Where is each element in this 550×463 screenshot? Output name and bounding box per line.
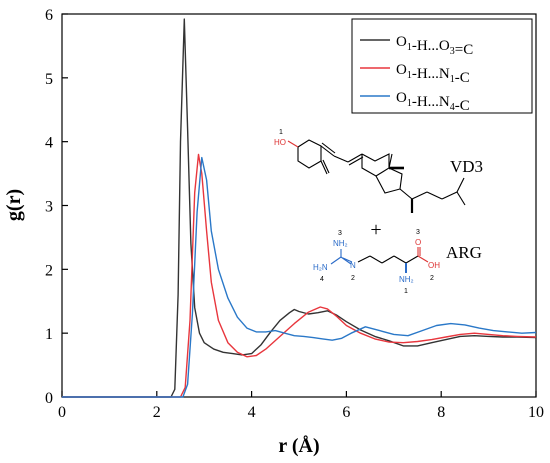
nh2-bottom-index: 1 xyxy=(404,288,408,295)
vd3-side-3 xyxy=(426,191,443,200)
arg-oh-bond xyxy=(417,255,429,263)
legend: O1-H...O3=C O1-H...N1-C O1-H...N4-C xyxy=(351,18,533,114)
nh2-bottom-atom: NH₂ xyxy=(399,275,414,284)
vd3-chain-1b xyxy=(321,142,336,154)
series-line-1 xyxy=(62,18,537,398)
carbonyl-o-index: 3 xyxy=(416,229,420,236)
vd3-methyl xyxy=(388,153,393,169)
series-layer xyxy=(62,18,537,398)
n-mid-index: 2 xyxy=(351,275,355,282)
y-axis: 0 1 2 3 4 5 6 xyxy=(45,7,68,407)
vd3-side-1 xyxy=(399,188,413,200)
structure-inset: 1 HO VD3 + 3 NH₂ H₂N 4 N 2 3 O OH 2 xyxy=(274,129,483,295)
arg-bond-n2 xyxy=(342,257,353,263)
vd3-side-6 xyxy=(456,177,465,193)
x-axis: 0 2 4 6 8 10 xyxy=(58,391,544,421)
x-tick-label: 0 xyxy=(58,404,66,421)
y-tick-label: 4 xyxy=(45,135,53,152)
oh-atom: OH xyxy=(428,261,440,270)
arg-bond-n xyxy=(340,256,352,265)
n-mid-atom: N xyxy=(350,261,356,270)
arg-chain-2 xyxy=(369,255,383,264)
vd3-side-4 xyxy=(441,191,458,200)
nh2-top-index: 3 xyxy=(338,230,342,237)
vd3-oh-bond xyxy=(287,140,299,148)
vd3-methylene-2 xyxy=(322,159,330,174)
y-tick-label: 6 xyxy=(45,7,53,24)
vd3-ring-c xyxy=(361,153,390,177)
x-tick-label: 2 xyxy=(153,404,161,421)
vd3-chain-1 xyxy=(320,145,335,157)
y-tick-label: 2 xyxy=(45,262,53,279)
arg-label: ARG xyxy=(446,243,482,262)
series-line-3 xyxy=(62,156,537,398)
vd3-methylene-1 xyxy=(320,160,328,175)
legend-label-3: O1-H...N4-C xyxy=(396,90,470,114)
y-tick-label: 0 xyxy=(45,390,53,407)
arg-chain-1 xyxy=(357,255,371,263)
legend-box xyxy=(351,18,533,114)
h2n-index: 4 xyxy=(320,276,324,283)
nh2-top-atom: NH₂ xyxy=(333,239,348,248)
ho-atom: HO xyxy=(274,138,286,147)
vd3-structure xyxy=(287,139,466,213)
vd3-chain-3 xyxy=(347,153,363,163)
oh-index: 2 xyxy=(430,275,434,282)
vd3-label: VD3 xyxy=(450,157,483,176)
h2n-atom: H₂N xyxy=(313,263,328,272)
arg-chain-3 xyxy=(381,255,395,264)
arg-chain-5 xyxy=(405,255,419,264)
y-tick-label: 3 xyxy=(45,199,53,216)
vd3-side-5 xyxy=(456,191,466,206)
arg-bond-h2n xyxy=(330,256,342,265)
arg-chain-4 xyxy=(393,255,407,264)
carbonyl-o-atom: O xyxy=(415,238,421,247)
x-tick-label: 6 xyxy=(342,404,350,421)
vd3-side-2 xyxy=(411,191,428,200)
vd3-ring-d xyxy=(375,167,403,194)
y-axis-title: g(r) xyxy=(3,189,25,221)
x-tick-label: 8 xyxy=(437,404,445,421)
y-tick-label: 5 xyxy=(45,71,53,88)
ho-index: 1 xyxy=(279,129,283,136)
arg-structure xyxy=(330,247,429,273)
vd3-chain-3b xyxy=(348,156,364,166)
series-line-2 xyxy=(62,153,537,398)
x-tick-label: 4 xyxy=(248,404,256,421)
y-tick-label: 1 xyxy=(45,326,53,343)
plus-sign: + xyxy=(370,219,381,241)
x-axis-title: r (Å) xyxy=(278,434,319,457)
legend-label-2: O1-H...N1-C xyxy=(396,62,470,86)
vd3-chain-2 xyxy=(333,155,349,163)
x-tick-label: 10 xyxy=(528,404,544,421)
vd3-ring-a xyxy=(297,139,322,169)
legend-label-1: O1-H...O3=C xyxy=(396,34,473,58)
